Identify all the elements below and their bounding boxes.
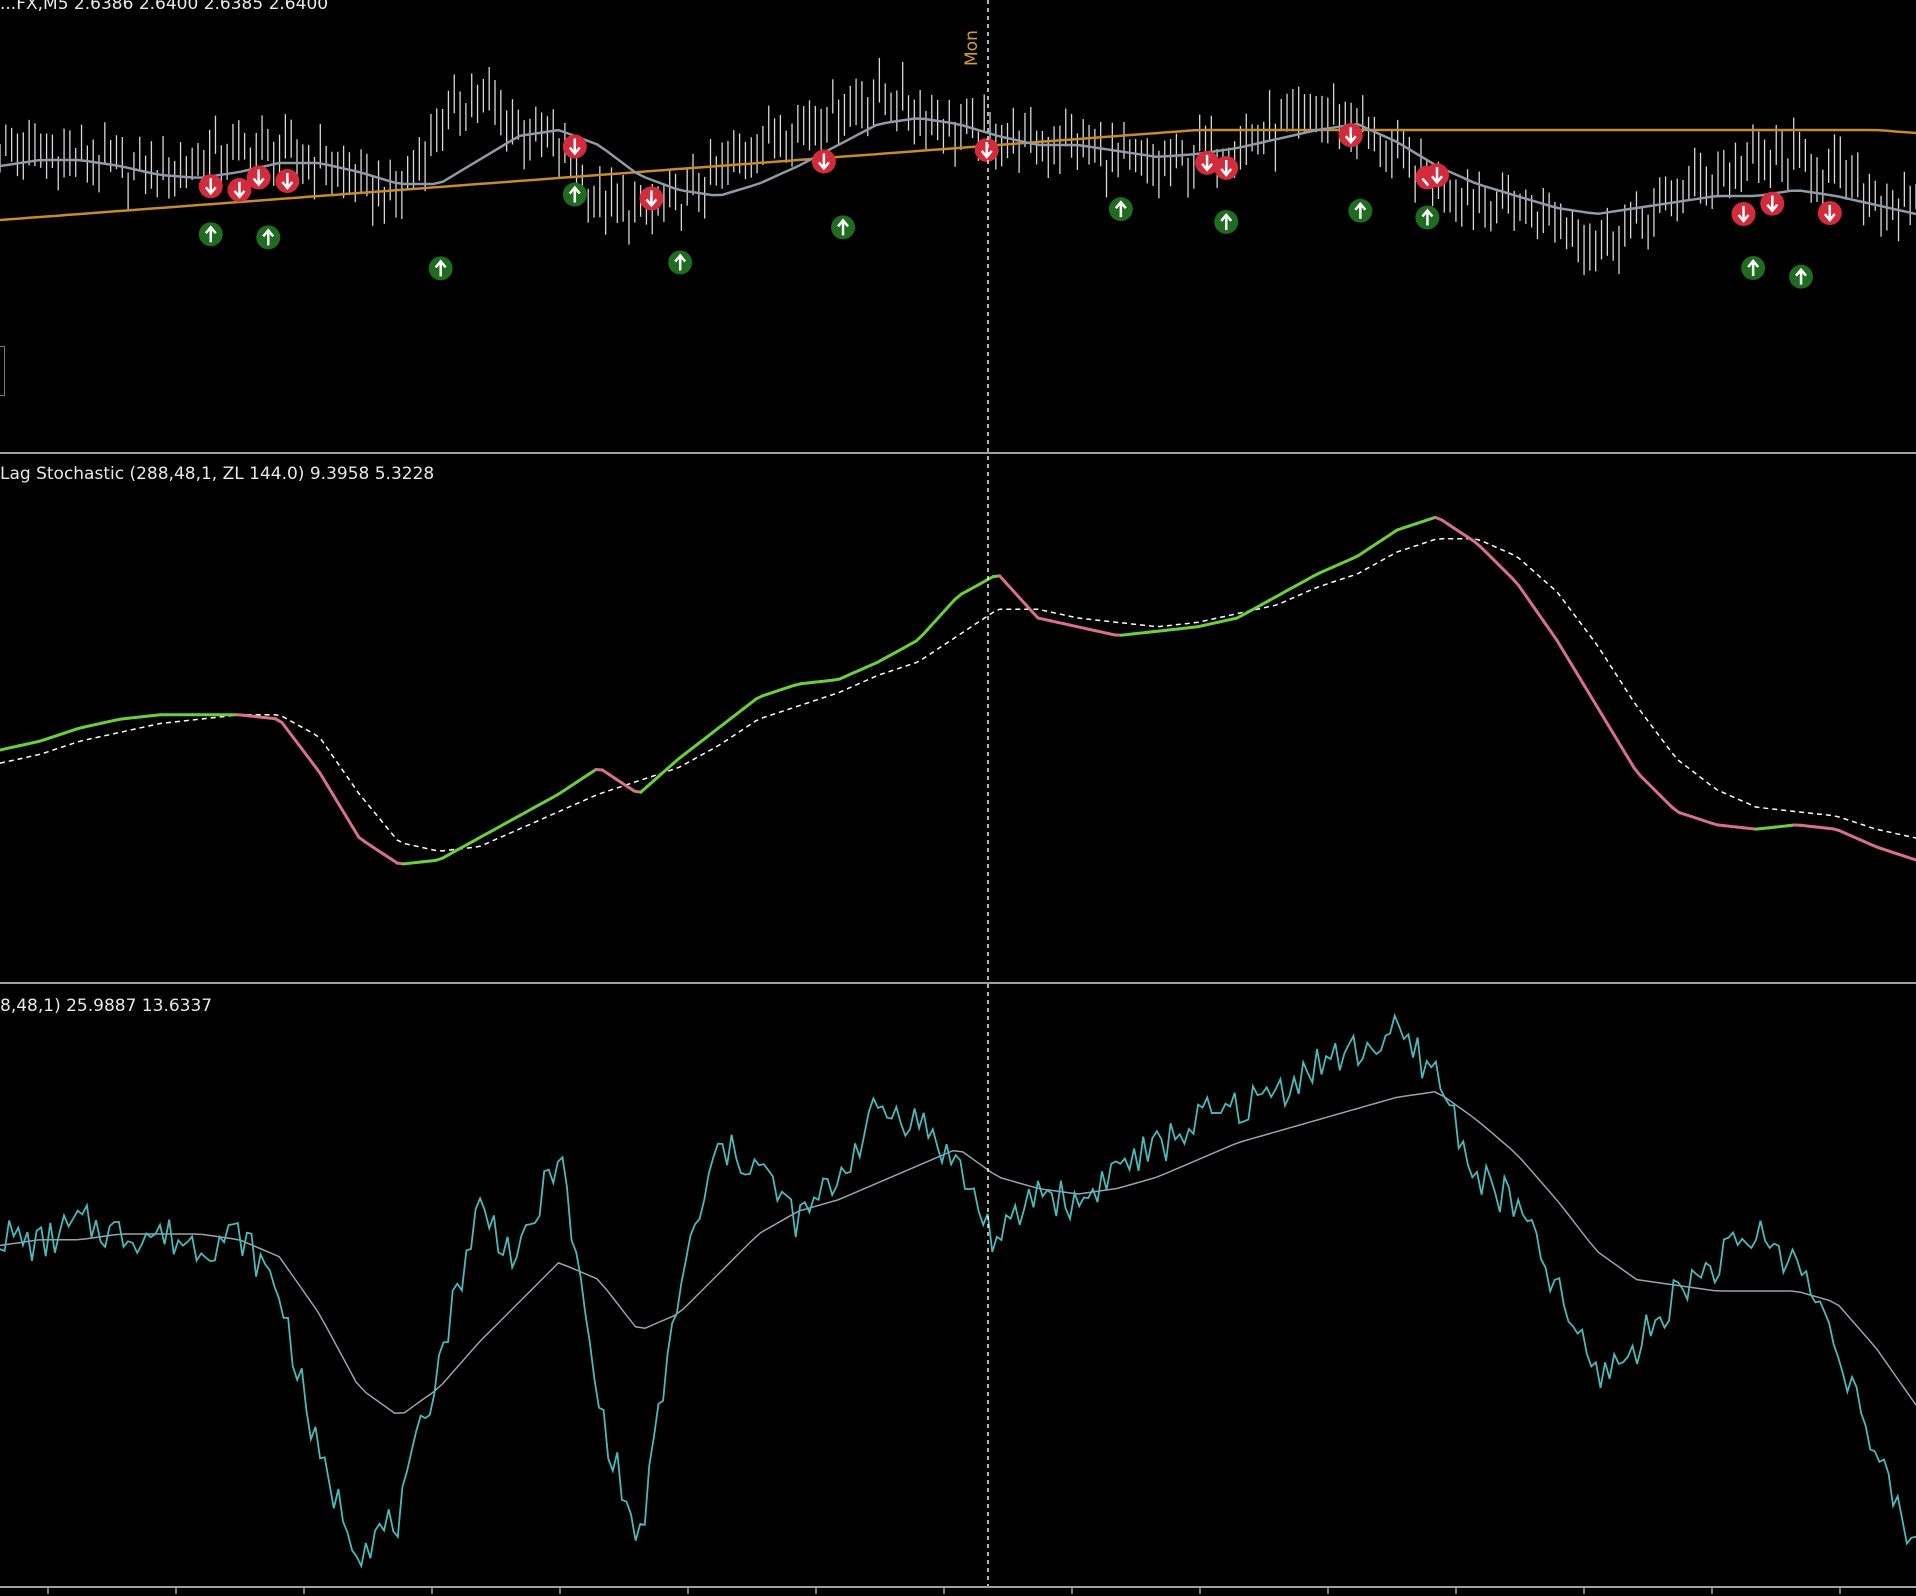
sell-signal-icon: [639, 186, 663, 210]
stoch-main-segment: [1910, 858, 1916, 860]
sell-signal-icon: [275, 169, 299, 193]
stoch-main-segment: [1634, 768, 1640, 776]
stoch-main-segment: [1538, 613, 1544, 622]
buy-signal-icon: [1109, 197, 1133, 221]
sell-signal-icon: [975, 138, 999, 162]
buy-signal-icon: [1415, 206, 1439, 230]
sell-signal-icon: [1732, 202, 1756, 226]
buy-signal-icon: [199, 222, 223, 246]
sell-signal-icon: [1818, 201, 1842, 225]
stoch-main-segment: [1628, 757, 1634, 768]
stoch-main-segment: [1608, 725, 1614, 736]
stoch-main-segment: [295, 740, 301, 748]
stoch-main-segment: [1615, 736, 1621, 747]
stoch-main-segment: [282, 723, 288, 731]
buy-signal-icon: [1348, 199, 1372, 223]
sell-signal-icon: [1339, 123, 1363, 147]
stoch-main-segment: [352, 827, 358, 838]
pane-separator-1[interactable]: [0, 452, 1916, 454]
price-chart-pane[interactable]: ...FX,M5 2.6386 2.6400 2.6385 2.6400 Mon: [0, 0, 1916, 452]
price-chart-svg: [0, 0, 1916, 452]
sell-signal-icon: [247, 166, 271, 190]
stoch-main-segment: [1576, 672, 1582, 683]
oscillator-pane[interactable]: 8,48,1) 25.9887 13.6337: [0, 986, 1916, 1586]
stoch-main-segment: [1557, 641, 1563, 652]
osc-chart-svg: [0, 986, 1916, 1586]
stoch-main-segment: [327, 784, 333, 795]
stoch-main-segment: [1551, 631, 1557, 640]
stoch-main-segment: [1621, 747, 1627, 758]
sell-signal-icon: [563, 135, 587, 159]
sell-signal-icon: [199, 174, 223, 198]
osc-signal-line: [0, 1092, 1916, 1413]
sell-signal-icon: [1214, 156, 1238, 180]
stoch-main-segment: [1532, 604, 1538, 613]
buy-signal-icon: [668, 250, 692, 274]
stoch-main-segment: [1519, 585, 1525, 594]
stoch-main-segment: [346, 816, 352, 827]
stoch-signal-line: [0, 539, 1916, 851]
buy-signal-icon: [429, 256, 453, 280]
stoch-main-segment: [333, 795, 339, 806]
stoch-main-segment: [288, 731, 294, 739]
buy-signal-icon: [1741, 256, 1765, 280]
stoch-main-segment: [1596, 704, 1602, 715]
stoch-main-segment: [1602, 715, 1608, 726]
stoch-main-segment: [1583, 683, 1589, 694]
stoch-main-segment: [301, 748, 307, 756]
stoch-main-segment: [340, 806, 346, 817]
stoch-main-segment: [320, 774, 326, 785]
buy-signal-icon: [563, 183, 587, 207]
stoch-main-segment: [1564, 651, 1570, 662]
chart-scroll-handle[interactable]: [0, 346, 5, 396]
pane-separator-2[interactable]: [0, 982, 1916, 984]
stoch-main-segment: [308, 756, 314, 764]
stoch-main-segment: [1525, 595, 1531, 604]
stoch-main-segment: [1544, 622, 1550, 631]
stoch-main-segment: [1589, 694, 1595, 705]
sell-signal-icon: [1760, 192, 1784, 216]
buy-signal-icon: [1789, 265, 1813, 289]
lag-stochastic-pane[interactable]: Lag Stochastic (288,48,1, ZL 144.0) 9.39…: [0, 456, 1916, 982]
time-axis-ticks: [0, 1588, 1916, 1596]
buy-signal-icon: [256, 225, 280, 249]
day-marker-label: Mon: [962, 30, 982, 66]
fast-ma-line: [0, 119, 1916, 215]
stoch-main-segment: [314, 765, 320, 774]
stoch-chart-svg: [0, 456, 1916, 982]
sell-signal-icon: [812, 149, 836, 173]
stoch-main-segment: [1570, 662, 1576, 673]
osc-main-line: [0, 1016, 1916, 1566]
time-axis: [0, 1586, 1916, 1596]
buy-signal-icon: [1214, 210, 1238, 234]
sell-signal-icon: [1425, 163, 1449, 187]
buy-signal-icon: [831, 215, 855, 239]
